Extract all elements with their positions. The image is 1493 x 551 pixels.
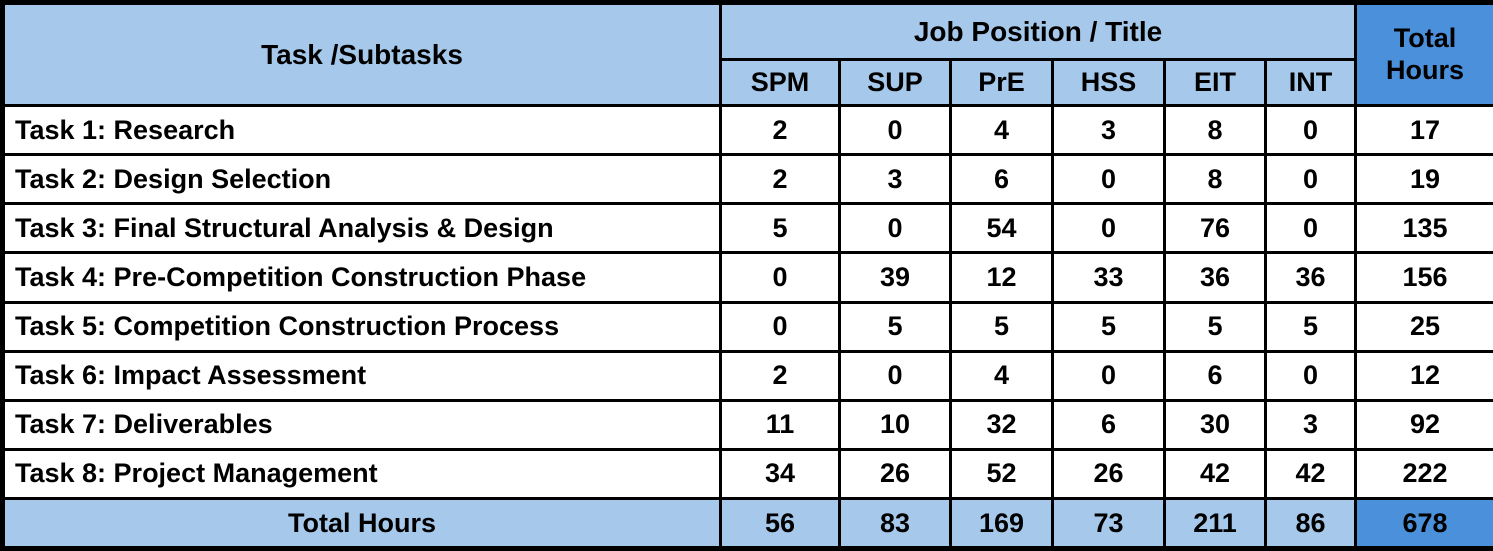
hours-cell: 3: [1051, 103, 1166, 157]
column-total-cell: 83: [838, 497, 952, 550]
hours-cell: 0: [1263, 153, 1358, 206]
hours-cell: 5: [949, 300, 1054, 353]
position-header-spm: SPM: [719, 58, 841, 107]
task-cell: Task 3: Final Structural Analysis & Desi…: [1, 202, 722, 255]
hours-cell: 12: [949, 251, 1054, 304]
row-total-cell: 222: [1354, 447, 1493, 501]
position-header-int: INT: [1263, 58, 1358, 107]
header-row-2: SPM SUP PrE HSS EIT INT: [3, 58, 1493, 107]
hours-cell: 26: [1051, 447, 1166, 501]
hours-cell: 0: [838, 103, 952, 157]
task-cell: Task 5: Competition Construction Process: [1, 300, 722, 353]
hours-cell: 30: [1163, 398, 1267, 451]
row-total-cell: 12: [1354, 349, 1493, 402]
hours-cell: 8: [1163, 153, 1267, 206]
table-row: Task 1: Research 2 0 4 3 8 0 17: [1, 103, 1493, 157]
task-cell: Task 7: Deliverables: [1, 398, 722, 451]
hours-cell: 3: [1263, 398, 1358, 451]
hours-cell: 52: [949, 447, 1054, 501]
hours-cell: 54: [949, 202, 1054, 255]
hours-cell: 2: [719, 103, 841, 157]
hours-cell: 5: [1263, 300, 1358, 353]
totals-label-cell: Total Hours: [1, 497, 722, 550]
hours-cell: 42: [1263, 447, 1358, 501]
row-total-cell: 25: [1354, 300, 1493, 353]
task-subtasks-header: Task /Subtasks: [1, 1, 722, 107]
task-cell: Task 4: Pre-Competition Construction Pha…: [1, 251, 722, 304]
grand-total-cell: 678: [1354, 497, 1493, 550]
column-total-cell: 169: [949, 497, 1054, 550]
hours-cell: 32: [949, 398, 1054, 451]
position-header-sup: SUP: [838, 58, 952, 107]
job-position-title-header: Job Position / Title: [718, 1, 1358, 61]
hours-cell: 0: [838, 202, 952, 255]
hours-cell: 39: [838, 251, 952, 304]
task-cell: Task 6: Impact Assessment: [1, 349, 722, 402]
hours-cell: 0: [1263, 202, 1358, 255]
column-total-cell: 56: [719, 497, 841, 550]
row-total-cell: 92: [1354, 398, 1493, 451]
table-row: Task 6: Impact Assessment 2 0 4 0 6 0 12: [1, 349, 1493, 402]
position-header-pre: PrE: [949, 58, 1054, 107]
hours-cell: 0: [1051, 153, 1166, 206]
row-total-cell: 19: [1354, 153, 1493, 206]
total-hours-header: Total Hours: [1354, 1, 1493, 107]
task-cell: Task 1: Research: [1, 103, 722, 157]
hours-cell: 2: [719, 153, 841, 206]
hours-cell: 0: [1263, 103, 1358, 157]
hours-cell: 5: [1051, 300, 1166, 353]
position-header-eit: EIT: [1163, 58, 1267, 107]
hours-cell: 36: [1263, 251, 1358, 304]
hours-cell: 33: [1051, 251, 1166, 304]
table-row: Task 4: Pre-Competition Construction Pha…: [1, 251, 1493, 304]
hours-cell: 5: [838, 300, 952, 353]
hours-cell: 3: [838, 153, 952, 206]
hours-cell: 4: [949, 349, 1054, 402]
hours-cell: 10: [838, 398, 952, 451]
hours-cell: 76: [1163, 202, 1267, 255]
hours-cell: 26: [838, 447, 952, 501]
position-header-hss: HSS: [1051, 58, 1166, 107]
column-total-cell: 211: [1163, 497, 1267, 550]
hours-cell: 6: [1163, 349, 1267, 402]
hours-cell: 6: [1051, 398, 1166, 451]
row-total-cell: 135: [1354, 202, 1493, 255]
hours-cell: 0: [1263, 349, 1358, 402]
hours-cell: 5: [719, 202, 841, 255]
table-row: Task 3: Final Structural Analysis & Desi…: [1, 202, 1493, 255]
column-total-cell: 86: [1263, 497, 1358, 550]
column-total-cell: 73: [1051, 497, 1166, 550]
table-row: Task 2: Design Selection 2 3 6 0 8 0 19: [1, 153, 1493, 206]
hours-cell: 36: [1163, 251, 1267, 304]
row-total-cell: 17: [1354, 103, 1493, 157]
task-cell: Task 2: Design Selection: [1, 153, 722, 206]
hours-cell: 8: [1163, 103, 1267, 157]
task-cell: Task 8: Project Management: [1, 447, 722, 501]
table-row: Task 5: Competition Construction Process…: [1, 300, 1493, 353]
hours-cell: 2: [719, 349, 841, 402]
hours-cell: 4: [949, 103, 1054, 157]
hours-cell: 5: [1163, 300, 1267, 353]
hours-cell: 34: [719, 447, 841, 501]
table-row: Task 8: Project Management 34 26 52 26 4…: [1, 447, 1493, 501]
totals-row: Total Hours 56 83 169 73 211 86 678: [1, 497, 1493, 550]
hours-cell: 42: [1163, 447, 1267, 501]
header-row-1: Task /Subtasks Job Position / Title Tota…: [1, 1, 1493, 107]
hours-cell: 11: [719, 398, 841, 451]
hours-cell: 6: [949, 153, 1054, 206]
hours-cell: 0: [719, 300, 841, 353]
hours-cell: 0: [719, 251, 841, 304]
row-total-cell: 156: [1354, 251, 1493, 304]
table-row: Task 7: Deliverables 11 10 32 6 30 3 92: [1, 398, 1493, 451]
hours-cell: 0: [838, 349, 952, 402]
hours-cell: 0: [1051, 202, 1166, 255]
hours-cell: 0: [1051, 349, 1166, 402]
